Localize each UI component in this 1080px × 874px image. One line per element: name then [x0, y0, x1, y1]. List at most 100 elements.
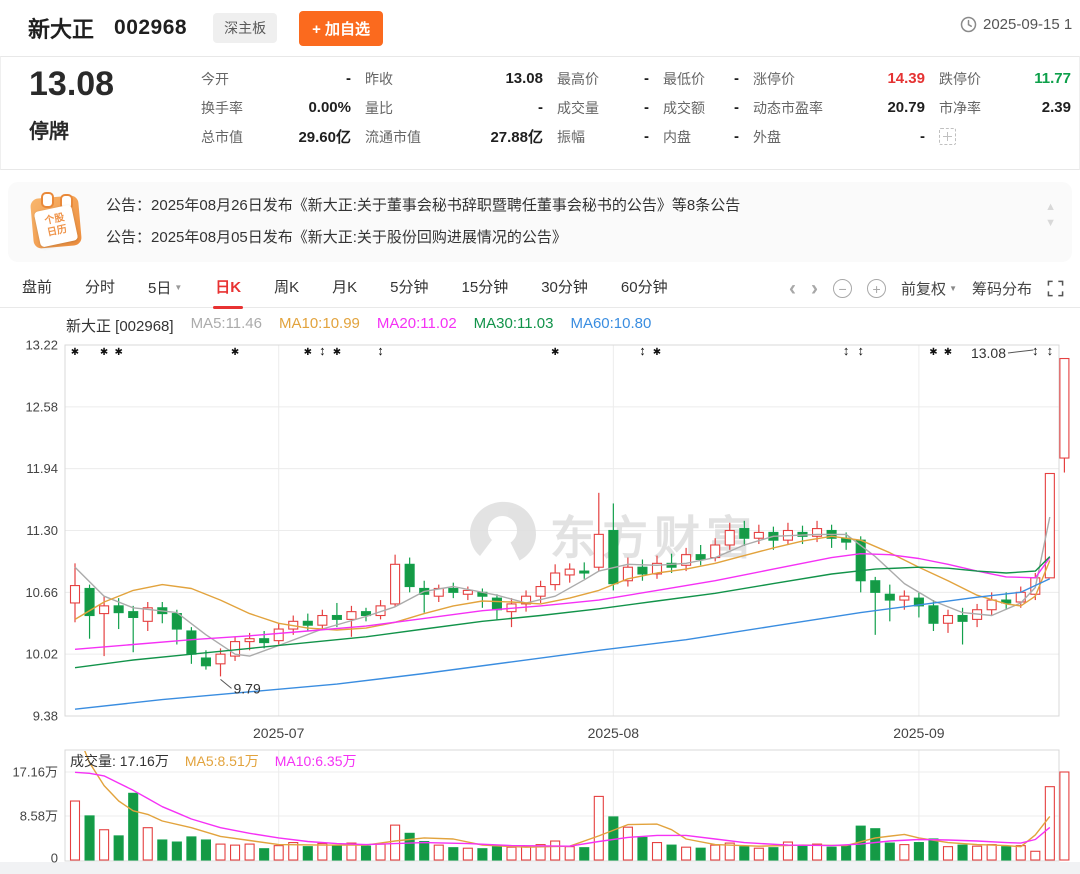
candle-body: [230, 641, 241, 657]
announcement-item[interactable]: 公告：2025年08月05日发布《新大正:关于股份回购进展情况的公告》: [106, 227, 740, 249]
volume-bar: [550, 840, 561, 861]
announcement-prefix: 公告：: [106, 197, 152, 214]
event-marker: ↕: [1032, 343, 1039, 358]
announcement-item[interactable]: 公告：2025年08月26日发布《新大正:关于董事会秘书辞职暨聘任董事会秘书的公…: [106, 195, 740, 217]
candle-body: [142, 607, 153, 622]
scroll-up-icon[interactable]: ▲: [1045, 201, 1056, 213]
quote-field-label: 外盘: [753, 128, 781, 145]
tab-30分钟[interactable]: 30分钟: [541, 278, 588, 296]
tab-周K[interactable]: 周K: [274, 278, 300, 296]
tab-日K[interactable]: 日K: [215, 270, 241, 308]
volume-bar: [317, 843, 328, 861]
quote-field: 流通市值 27.88亿: [365, 126, 543, 147]
volume-bar: [404, 832, 415, 861]
quote-field-label: 跌停价: [939, 70, 981, 87]
volume-bar: [390, 824, 401, 861]
announcement-card: 个股 日历 公告：2025年08月26日发布《新大正:关于董事会秘书辞职暨聘任董事…: [8, 182, 1072, 262]
volume-bar: [986, 844, 997, 861]
candle-body: [520, 595, 532, 605]
tab-盘前[interactable]: 盘前: [22, 278, 53, 296]
quote-field-label: 振幅: [557, 128, 585, 145]
volume-bar: [128, 792, 139, 861]
quote-field: 振幅 -: [557, 126, 649, 147]
volume-bar: [841, 845, 852, 861]
event-marker: ✱: [71, 347, 79, 358]
chart-controls: ‹ › − + 前复权 ▼ 筹码分布: [789, 278, 1080, 299]
quote-field-value: 27.88亿: [490, 129, 543, 146]
quote-field-label: 最低价: [663, 70, 705, 87]
volume-bar: [972, 845, 983, 861]
event-marker: ✱: [304, 347, 312, 358]
quote-field-label: 成交额: [663, 99, 705, 116]
candle-body: [942, 614, 954, 624]
candle-body: [419, 587, 430, 595]
tab-15分钟[interactable]: 15分钟: [461, 278, 509, 296]
candle-body: [200, 657, 211, 667]
quote-field-value: 0.00%: [308, 99, 351, 116]
header-bar: 新大正 002968 深主板 + 加自选 2025-09-15 1: [0, 0, 1080, 56]
quote-field: 量比 -: [365, 97, 543, 118]
expand-quote-icon[interactable]: [939, 128, 956, 145]
event-marker: ✱: [333, 347, 341, 358]
fullscreen-icon[interactable]: [1047, 280, 1064, 297]
volume-bar: [782, 841, 794, 861]
volume-bar: [419, 840, 430, 861]
volume-bar: [579, 847, 590, 861]
quote-field-value: 11.77: [1034, 70, 1071, 87]
tab-5分钟[interactable]: 5分钟: [390, 278, 429, 296]
volume-bar: [375, 843, 386, 861]
zoom-in-icon[interactable]: +: [867, 279, 887, 298]
volume-bar: [753, 847, 764, 861]
quote-field-value: -: [644, 99, 649, 116]
trading-status: 停牌: [29, 121, 69, 143]
quote-grid: 今开 - 换手率 0.00% 总市值 29.60亿 昨收 13.08 量比 - 流通市值 27.88亿…: [201, 68, 1071, 147]
announcement-prefix: 公告：: [106, 229, 152, 246]
volume-bar: [288, 842, 299, 861]
candle-body: [157, 607, 168, 615]
watermark-text: 东方财富: [550, 512, 758, 564]
quote-field-label: 内盘: [663, 128, 691, 145]
quote-field-value: -: [734, 70, 739, 87]
quote-field-label: 今开: [201, 70, 229, 87]
volume-bar: [448, 847, 459, 861]
volume-bar: [710, 844, 721, 861]
grid-lines: [65, 345, 1059, 860]
quote-field-value: 13.08: [505, 70, 543, 87]
candle-body: [317, 614, 328, 626]
y-tick-label: 10.02: [25, 647, 58, 662]
x-tick-label: 2025-08: [588, 725, 640, 741]
tab-分时[interactable]: 分时: [85, 278, 116, 296]
price-adjust-dropdown[interactable]: 前复权 ▼: [901, 281, 957, 298]
event-marker: ✱: [551, 347, 559, 358]
candle-body: [69, 585, 81, 604]
tab-60分钟[interactable]: 60分钟: [620, 278, 668, 296]
pan-left-icon[interactable]: ‹: [789, 277, 797, 300]
volume-bar: [637, 836, 648, 861]
tab-月K[interactable]: 月K: [332, 278, 358, 296]
scroll-down-icon[interactable]: ▼: [1045, 217, 1056, 229]
candle-body: [1030, 577, 1041, 595]
volume-bar: [69, 800, 81, 861]
candle-body: [477, 591, 488, 597]
quote-field-value: 29.60亿: [298, 129, 351, 146]
y-tick-label: 11.94: [26, 461, 58, 476]
chip-distribution-button[interactable]: 筹码分布: [971, 281, 1032, 298]
event-marker: ✱: [944, 347, 952, 358]
candle-body: [593, 533, 604, 568]
candle-body: [360, 611, 372, 617]
pan-right-icon[interactable]: ›: [811, 277, 819, 300]
volume-bar: [331, 844, 342, 861]
volume-bar: [899, 844, 910, 861]
tab-5日[interactable]: 5日 ▼: [148, 279, 183, 297]
ma-line-MA60: [74, 578, 1051, 710]
zoom-out-icon[interactable]: −: [833, 279, 853, 298]
quote-field-label: 成交量: [557, 99, 599, 116]
candle-body: [404, 563, 415, 588]
candle-body: [666, 562, 677, 568]
candle-body: [491, 597, 503, 611]
candle-body: [870, 580, 881, 593]
quote-field-label: 总市值: [201, 128, 243, 145]
add-watchlist-button[interactable]: + 加自选: [299, 10, 384, 46]
chevron-down-icon: ▼: [174, 282, 183, 292]
volume-bar: [724, 842, 735, 861]
